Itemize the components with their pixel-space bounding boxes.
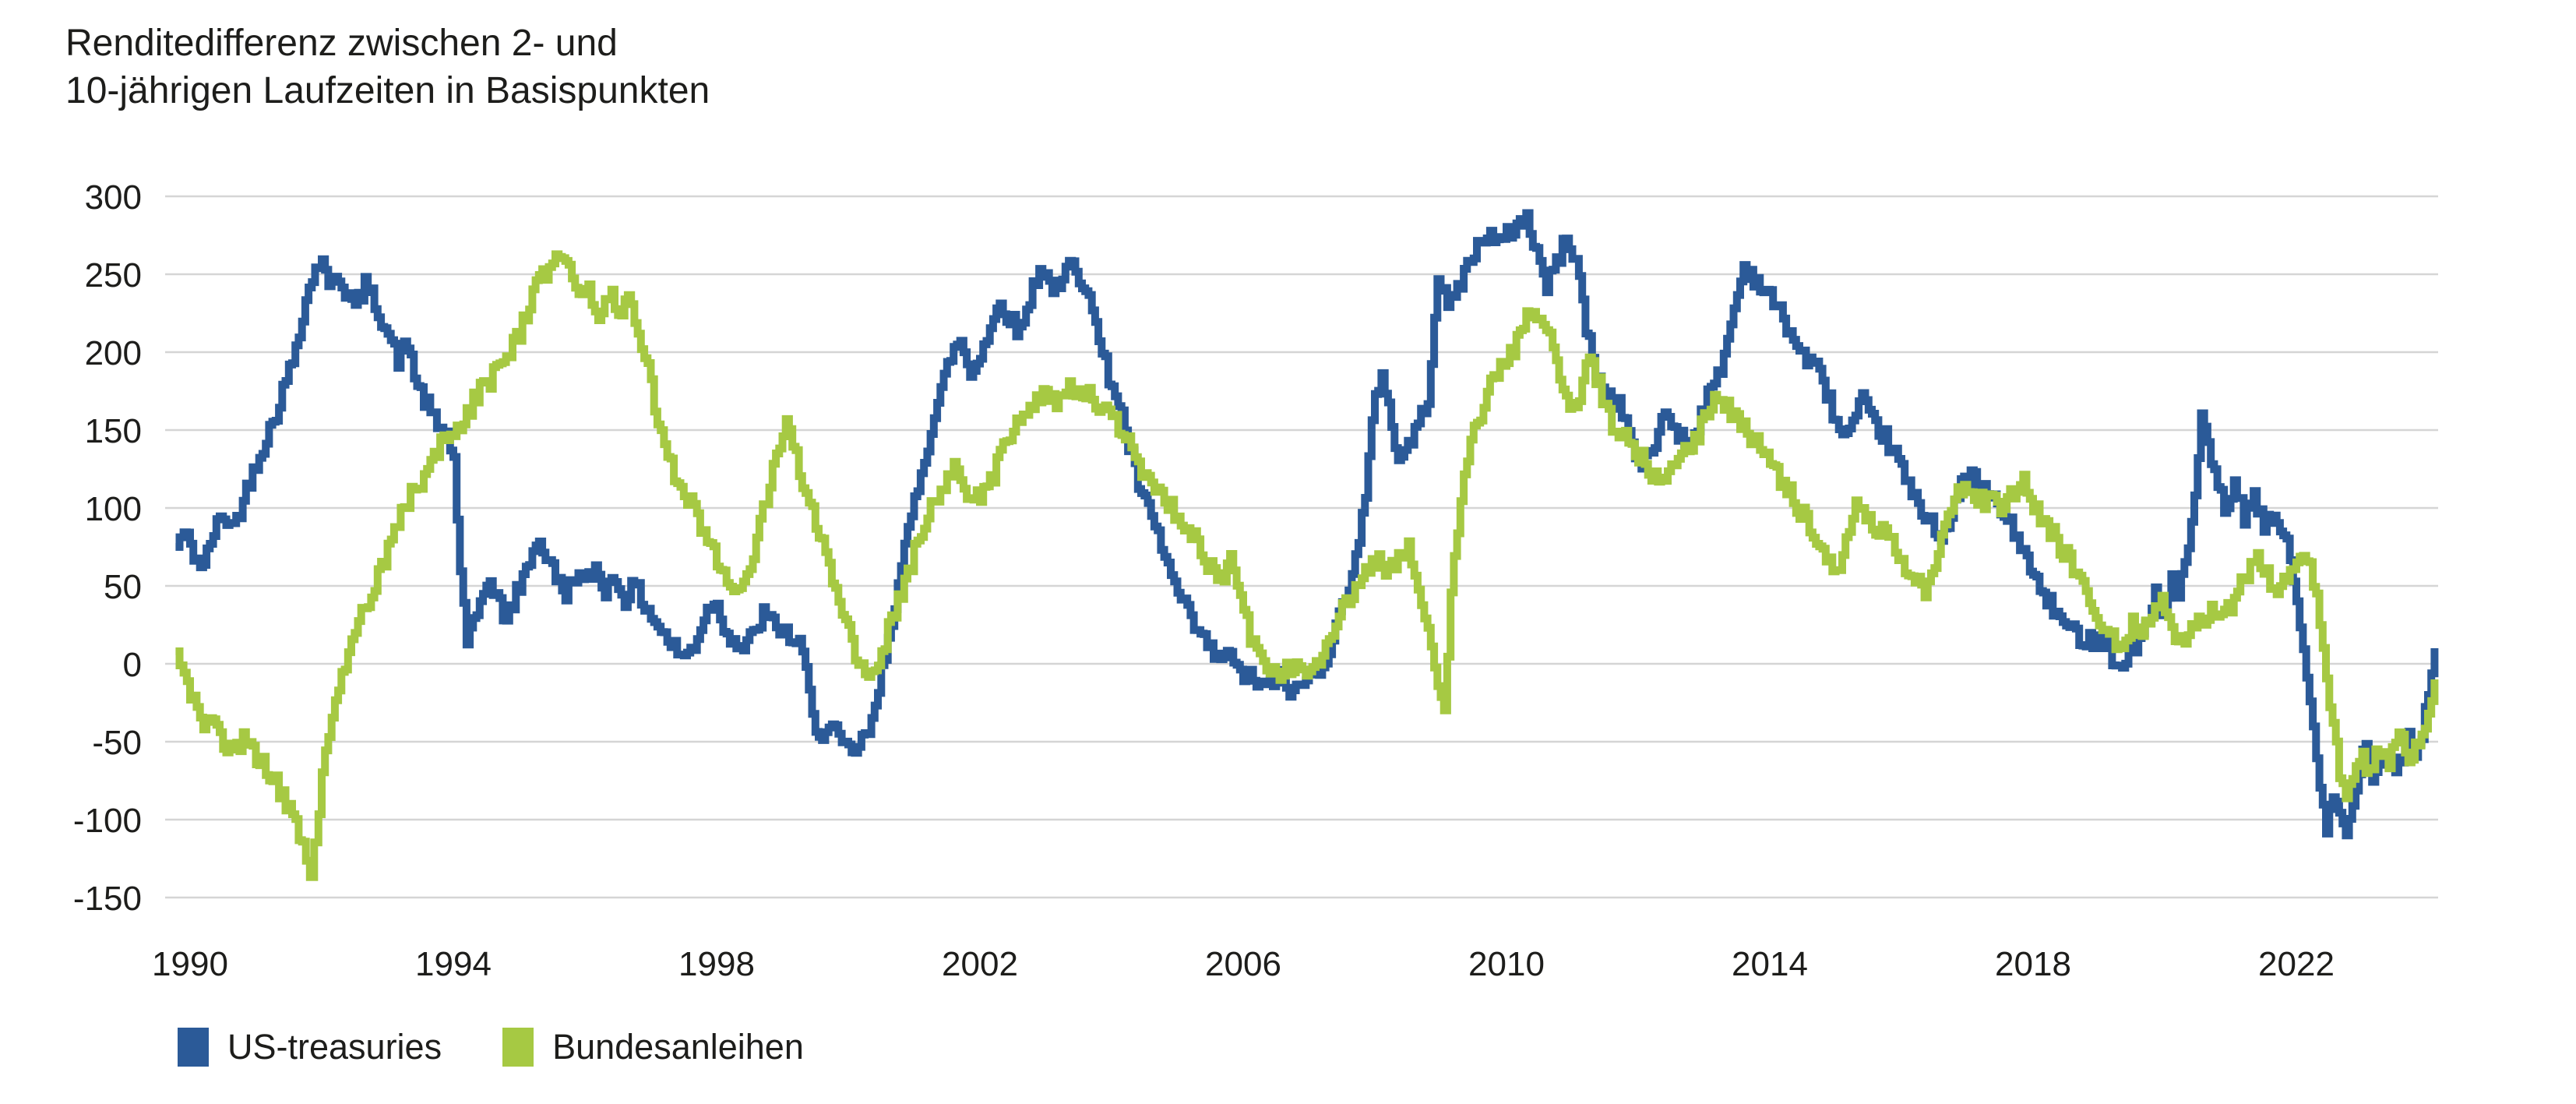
x-axis-tick-label: 2002: [942, 945, 1018, 983]
x-axis-tick-label: 1998: [678, 945, 755, 983]
series-line-bundesanleihen: [175, 250, 2439, 881]
legend: US-treasuries Bundesanleihen: [178, 1027, 804, 1067]
y-axis-tick-label: 250: [85, 256, 142, 295]
legend-label-bundesanleihen: Bundesanleihen: [552, 1027, 804, 1067]
x-axis-tick-label: 2022: [2258, 945, 2335, 983]
y-axis-tick-label: -150: [73, 880, 142, 918]
series-line-us-treasuries: [175, 209, 2439, 840]
y-axis-tick-label: 100: [85, 490, 142, 528]
x-axis-tick-label: 2010: [1468, 945, 1545, 983]
y-axis-tick-label: 150: [85, 412, 142, 450]
chart-title-line1: Renditedifferenz zwischen 2- und: [65, 23, 618, 64]
x-axis-tick-label: 1990: [152, 945, 228, 983]
x-axis-tick-label: 2014: [1732, 945, 1808, 983]
y-axis-tick-label: 50: [104, 568, 142, 606]
x-axis-tick-label: 2018: [1995, 945, 2071, 983]
y-axis-tick-label: 200: [85, 334, 142, 372]
legend-item-bundesanleihen: Bundesanleihen: [502, 1027, 804, 1067]
chart-title: Renditedifferenz zwischen 2- und 10-jähr…: [65, 20, 710, 115]
chart-title-line2: 10-jährigen Laufzeiten in Basispunkten: [65, 69, 710, 111]
y-axis-tick-label: -100: [73, 802, 142, 840]
y-axis-tick-label: -50: [92, 724, 142, 762]
legend-swatch-bundesanleihen: [502, 1028, 534, 1067]
legend-item-us-treasuries: US-treasuries: [178, 1027, 442, 1067]
x-axis-tick-label: 2006: [1205, 945, 1281, 983]
y-axis-tick-label: 300: [85, 178, 142, 217]
x-axis-tick-label: 1994: [415, 945, 492, 983]
legend-label-us-treasuries: US-treasuries: [227, 1027, 442, 1067]
legend-swatch-us-treasuries: [178, 1028, 209, 1067]
y-axis-tick-label: 0: [123, 646, 142, 684]
